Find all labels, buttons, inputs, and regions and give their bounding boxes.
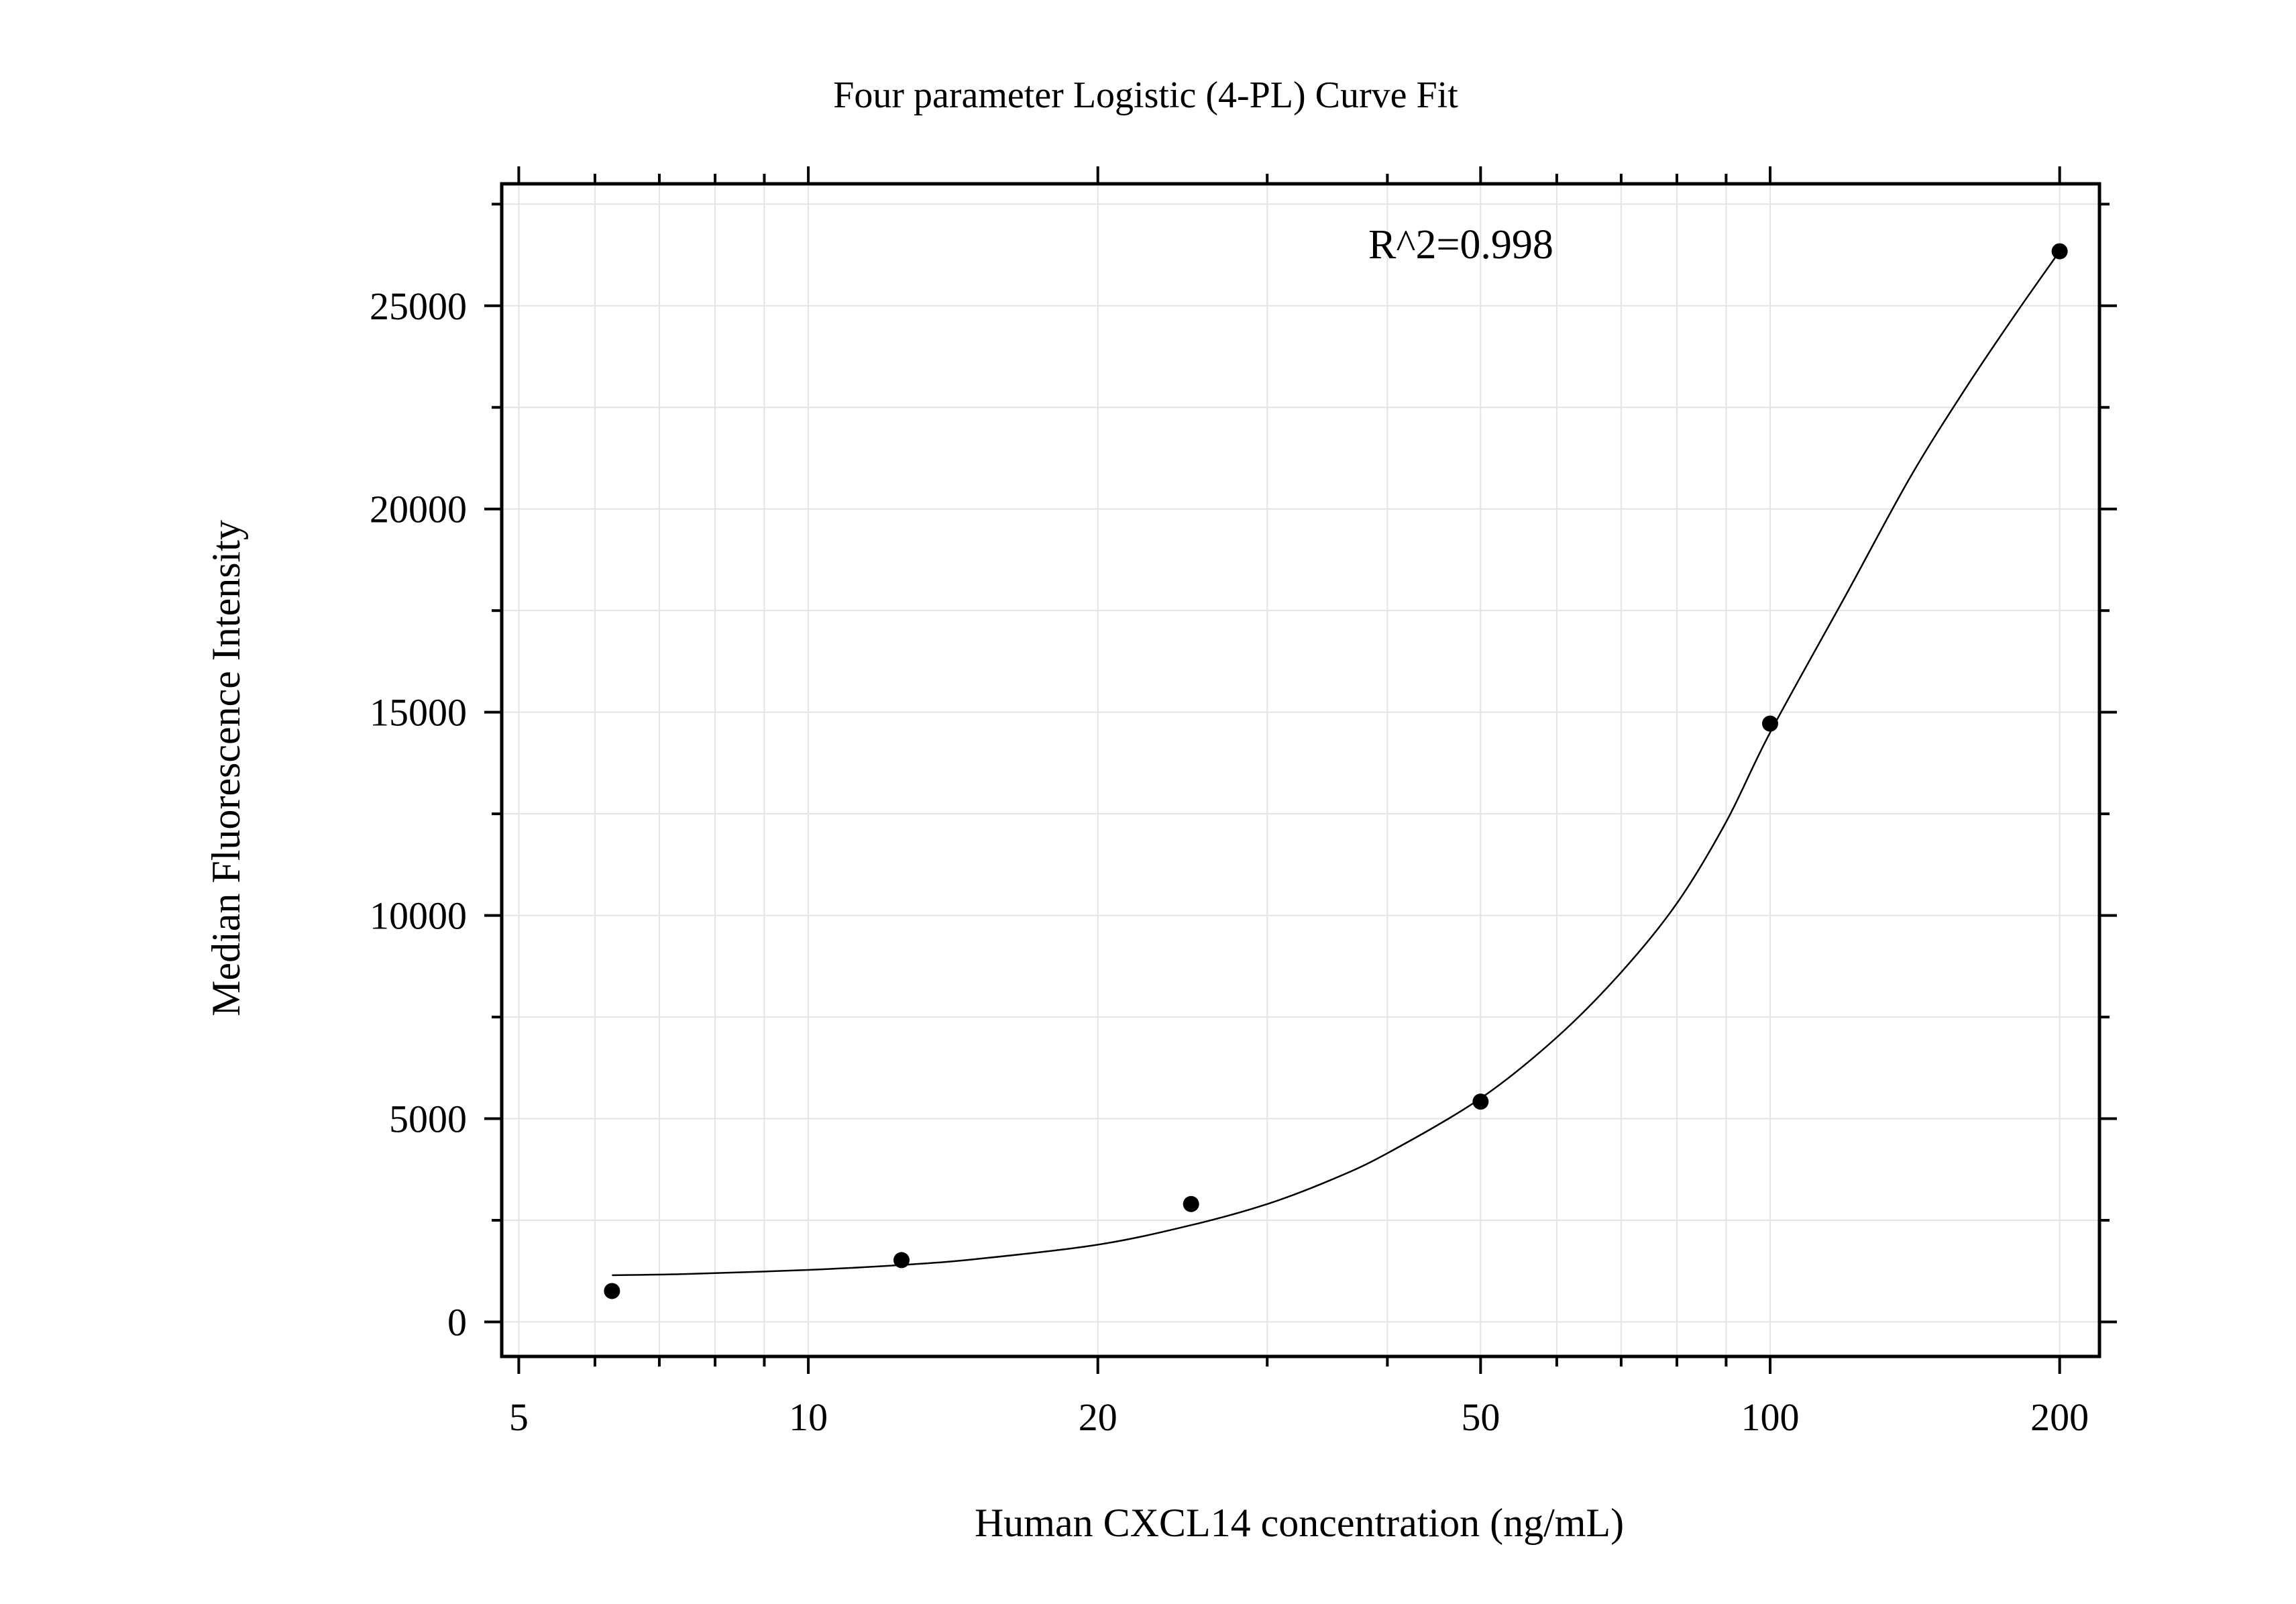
data-point (893, 1252, 910, 1269)
y-tick-label: 0 (447, 1300, 467, 1344)
data-point (1183, 1195, 1199, 1212)
fit-curve (612, 250, 2061, 1277)
y-tick-label: 15000 (370, 691, 467, 735)
x-axis-label: Human CXCL14 concentration (ng/mL) (975, 1501, 1624, 1545)
data-point (604, 1283, 620, 1299)
x-tick-labels: 5 10 20 50 100 200 (509, 1395, 2089, 1439)
x-tick-label: 200 (2030, 1395, 2089, 1439)
plot-area-frame (500, 182, 2101, 1358)
y-tick-labels: 0 5000 10000 15000 20000 25000 (370, 284, 467, 1344)
y-tick-label: 10000 (370, 894, 467, 938)
y-axis-label: Median Fluorescence Intensity (204, 520, 248, 1016)
r-squared-annotation: R^2=0.998 (1368, 222, 1553, 268)
data-point (2051, 243, 2068, 260)
data-point (1472, 1093, 1489, 1110)
data-point (1761, 715, 1778, 732)
y-tick-label: 20000 (370, 488, 467, 531)
grid-lines (502, 184, 2099, 1356)
fit-curve-layer (612, 250, 2061, 1277)
x-tick-label: 20 (1079, 1395, 1117, 1439)
x-tick-label: 10 (789, 1395, 828, 1439)
axis-ticks (484, 166, 2117, 1374)
x-tick-label: 100 (1741, 1395, 1799, 1439)
y-tick-label: 25000 (370, 284, 467, 328)
y-tick-label: 5000 (389, 1098, 467, 1141)
x-tick-label: 50 (1461, 1395, 1500, 1439)
chart-title: Four parameter Logistic (4-PL) Curve Fit (833, 74, 1458, 116)
x-tick-label: 5 (509, 1395, 529, 1439)
data-points-layer (604, 243, 2068, 1299)
